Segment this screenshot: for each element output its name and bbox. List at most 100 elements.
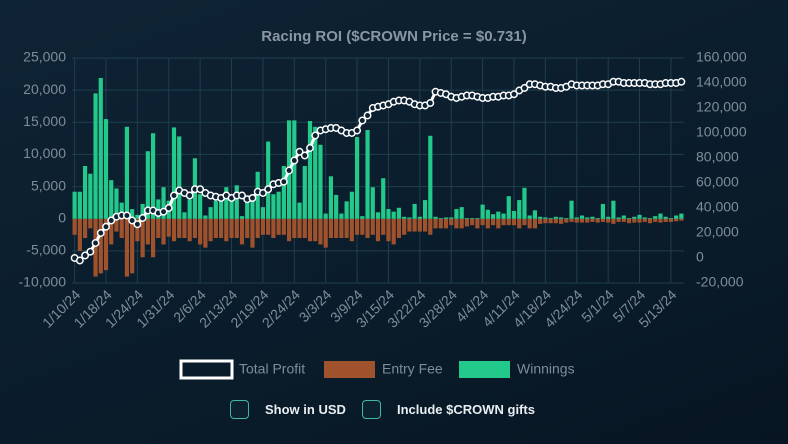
line-point — [133, 220, 142, 229]
line-point — [81, 251, 90, 260]
bar — [538, 216, 543, 219]
checkbox[interactable] — [230, 400, 249, 419]
line-point — [164, 204, 173, 212]
bar — [663, 218, 668, 222]
bar — [632, 218, 637, 223]
bar — [616, 218, 621, 222]
bar — [417, 218, 422, 232]
y2-tick-label: 80,000 — [696, 149, 739, 165]
bar — [490, 214, 496, 219]
bar — [354, 137, 360, 219]
bar — [150, 133, 156, 219]
line-point — [107, 216, 116, 225]
bar — [438, 218, 443, 229]
bar — [245, 218, 250, 238]
y2-tick-label: 140,000 — [696, 74, 747, 90]
line-point — [170, 191, 178, 200]
bar — [135, 218, 140, 242]
bar — [621, 218, 626, 222]
bar — [402, 218, 407, 235]
bar — [600, 218, 606, 222]
bar — [595, 218, 600, 223]
bar — [250, 199, 255, 219]
bar — [428, 218, 433, 235]
bar — [266, 141, 271, 219]
bar — [135, 214, 140, 219]
bar — [522, 187, 527, 219]
bar — [130, 209, 135, 219]
bar — [480, 204, 485, 219]
y2-tick-label: 100,000 — [696, 124, 747, 140]
line-point — [138, 214, 147, 222]
control[interactable]: Include $CROWN gifts — [362, 400, 535, 419]
bar — [532, 218, 538, 229]
y2-tick-label: 20,000 — [696, 224, 739, 240]
bar — [339, 213, 344, 219]
bar — [391, 218, 396, 245]
bar — [606, 216, 611, 219]
bar — [527, 218, 532, 229]
bar — [679, 218, 684, 221]
control[interactable]: Show in USD — [230, 400, 346, 419]
control-label: Include $CROWN gifts — [397, 402, 535, 417]
bar — [302, 166, 307, 219]
bar — [140, 203, 145, 219]
legend-label: Winnings — [517, 361, 575, 377]
bar — [224, 187, 229, 219]
bar — [103, 119, 109, 219]
bar — [381, 178, 386, 219]
y2-tick-label: -20,000 — [696, 274, 744, 290]
bar — [590, 216, 595, 219]
bar — [203, 218, 208, 248]
line-point — [159, 207, 168, 216]
bar — [354, 218, 360, 235]
bar — [511, 218, 517, 226]
bar — [590, 218, 595, 222]
bar — [454, 209, 459, 219]
bar — [360, 218, 365, 235]
bar — [464, 218, 470, 219]
bar — [485, 218, 490, 229]
bar — [433, 218, 438, 229]
bar — [621, 215, 626, 219]
bar — [595, 218, 600, 219]
bar — [543, 218, 548, 224]
bar — [281, 218, 286, 235]
bar — [626, 218, 632, 224]
line-point — [306, 144, 314, 152]
bar — [454, 218, 459, 229]
bar — [93, 218, 98, 277]
bar — [276, 218, 281, 235]
bar — [318, 144, 323, 219]
line-point — [426, 99, 435, 107]
bar — [281, 166, 286, 219]
bar — [443, 217, 449, 219]
bar — [334, 218, 339, 238]
bar — [93, 93, 98, 219]
bar — [642, 217, 647, 219]
bar — [616, 217, 621, 219]
bar — [239, 218, 245, 245]
checkbox[interactable] — [362, 400, 381, 419]
bar — [161, 218, 166, 245]
line-point — [510, 90, 518, 99]
bar — [323, 213, 328, 219]
bar — [88, 173, 93, 219]
bar — [558, 218, 564, 224]
line-point — [96, 229, 105, 237]
bar — [161, 187, 166, 219]
line-point — [358, 116, 367, 125]
bar — [564, 218, 569, 219]
bar — [72, 191, 77, 219]
bar — [501, 218, 506, 226]
bar — [553, 216, 558, 219]
y2-tick-label: 0 — [696, 249, 704, 265]
chart-title: Racing ROI ($CROWN Price = $0.731) — [261, 28, 527, 45]
bar — [349, 218, 354, 242]
bar — [585, 217, 590, 219]
bar — [647, 218, 653, 224]
bar — [653, 216, 658, 219]
bar — [77, 191, 82, 219]
bar — [77, 218, 82, 251]
bar — [187, 199, 192, 219]
